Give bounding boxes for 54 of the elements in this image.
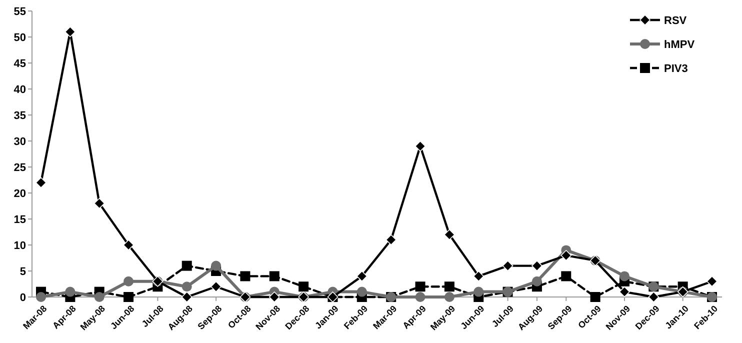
- point: [415, 282, 426, 292]
- point: [65, 286, 76, 297]
- point: [590, 292, 600, 302]
- point: [415, 292, 426, 302]
- y-tick-label: 5: [20, 266, 26, 278]
- y-tick-label: 50: [14, 32, 26, 44]
- point: [532, 260, 542, 272]
- point: [36, 292, 46, 302]
- point: [473, 270, 484, 282]
- point: [240, 271, 250, 282]
- y-tick-label: 40: [14, 84, 26, 96]
- point: [36, 177, 46, 188]
- point: [648, 292, 660, 302]
- point: [444, 282, 454, 292]
- point: [386, 234, 396, 246]
- y-tick-label: 35: [14, 110, 26, 122]
- point: [619, 286, 630, 298]
- point: [211, 260, 222, 271]
- point: [124, 276, 134, 286]
- y-tick-label: 10: [14, 240, 26, 252]
- point: [474, 286, 484, 297]
- point: [298, 282, 309, 292]
- y-tick-label: 45: [14, 58, 26, 70]
- point: [561, 271, 572, 282]
- point: [560, 250, 572, 261]
- point: [706, 276, 718, 287]
- point: [414, 140, 426, 152]
- point: [444, 229, 455, 240]
- legend-label: PIV3: [664, 62, 688, 75]
- point: [94, 198, 105, 209]
- point: [269, 271, 280, 282]
- y-tick-label: 0: [20, 292, 26, 304]
- point: [502, 260, 514, 272]
- legend-label: hMPV: [664, 38, 696, 51]
- point: [356, 270, 368, 282]
- point: [182, 260, 192, 271]
- y-tick-label: 30: [14, 136, 26, 148]
- point: [123, 240, 134, 250]
- point: [532, 276, 542, 286]
- point: [124, 292, 134, 302]
- y-tick-label: 20: [14, 188, 26, 200]
- y-tick-label: 25: [14, 162, 26, 174]
- point: [94, 292, 104, 302]
- point: [182, 282, 192, 292]
- point: [64, 26, 76, 38]
- point: [444, 292, 454, 302]
- point: [181, 292, 192, 302]
- y-tick-label: 55: [14, 6, 26, 18]
- legend-label: RSV: [664, 14, 688, 27]
- y-tick-label: 15: [14, 214, 26, 226]
- point: [619, 271, 630, 282]
- point: [268, 292, 280, 302]
- point: [356, 286, 367, 297]
- point: [210, 281, 222, 292]
